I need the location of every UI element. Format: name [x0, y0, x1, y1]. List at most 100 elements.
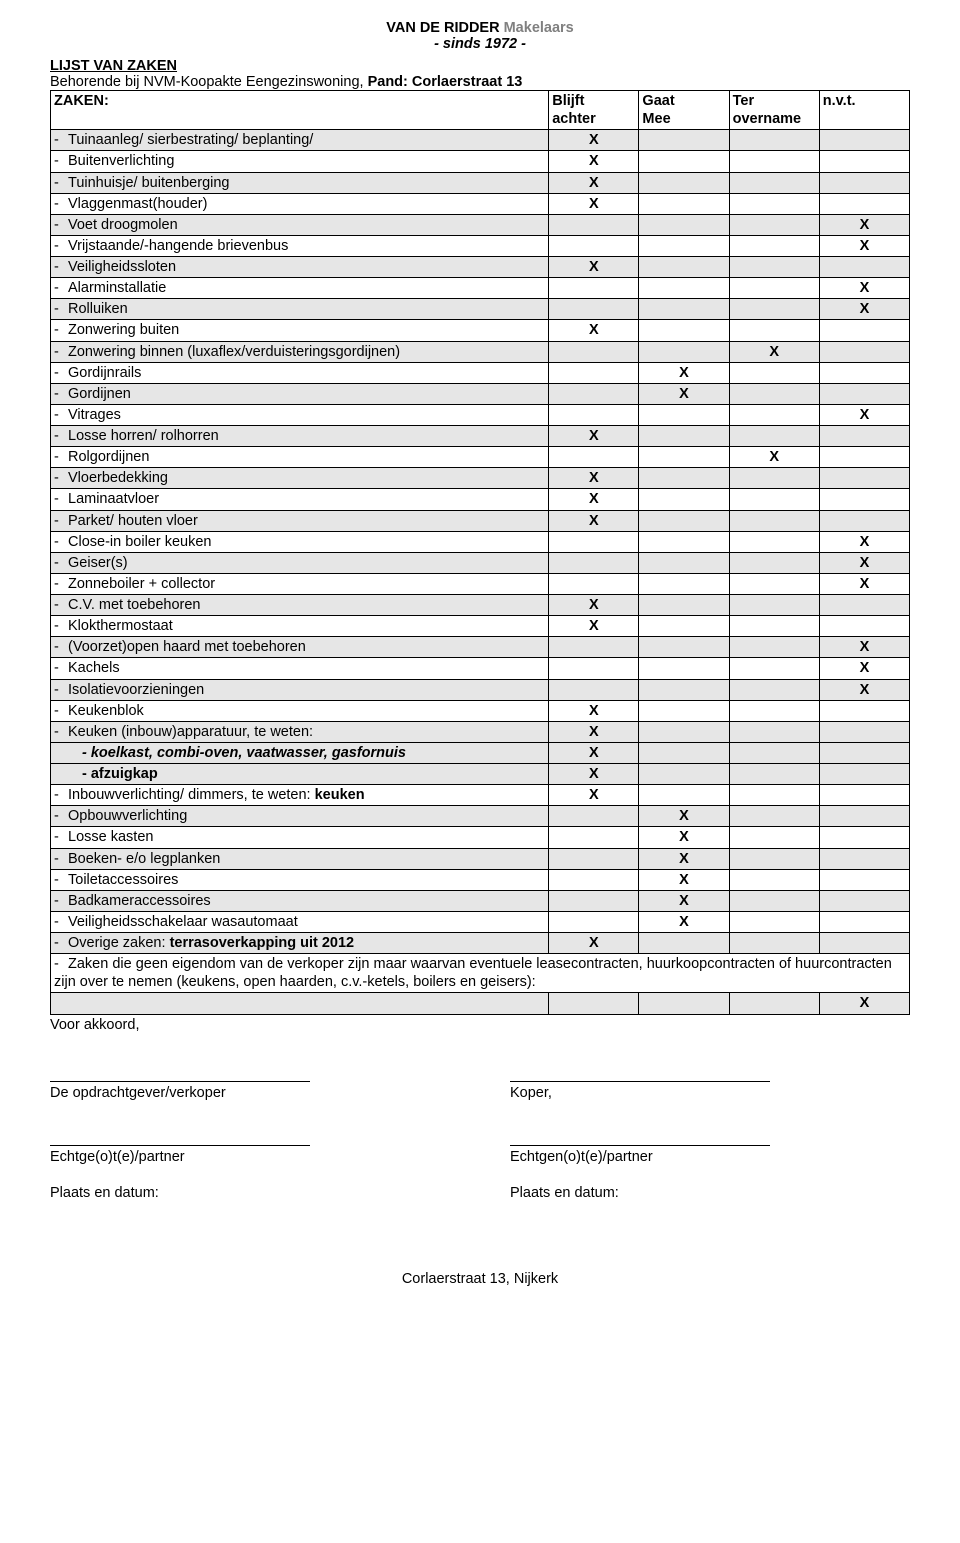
x-cell — [819, 341, 909, 362]
x-cell — [549, 848, 639, 869]
x-cell — [639, 993, 729, 1014]
table-row: - VitragesX — [51, 404, 910, 425]
x-cell — [639, 257, 729, 278]
x-cell — [729, 869, 819, 890]
zaken-table: ZAKEN: Blijftachter GaatMee Terovername … — [50, 90, 910, 1015]
row-label: - Vrijstaande/-hangende brievenbus — [51, 235, 549, 256]
x-cell — [819, 447, 909, 468]
x-cell — [549, 299, 639, 320]
table-row: - LaminaatvloerX — [51, 489, 910, 510]
x-cell: X — [549, 172, 639, 193]
row-label: - C.V. met toebehoren — [51, 595, 549, 616]
table-row: - Parket/ houten vloerX — [51, 510, 910, 531]
row-label: - Keuken (inbouw)apparatuur, te weten: — [51, 721, 549, 742]
x-cell — [729, 993, 819, 1014]
x-cell: X — [549, 257, 639, 278]
table-row: - RolgordijnenX — [51, 447, 910, 468]
sig-plaats-1: Plaats en datum: — [50, 1183, 450, 1201]
x-cell — [549, 447, 639, 468]
row-label: - Losse kasten — [51, 827, 549, 848]
company-prefix: VAN DE RIDDER — [386, 20, 499, 36]
x-cell: X — [549, 742, 639, 763]
head-col-3: n.v.t. — [819, 91, 909, 130]
x-cell: X — [639, 890, 729, 911]
table-row: - Zonwering binnen (luxaflex/verduisteri… — [51, 341, 910, 362]
x-cell — [729, 573, 819, 594]
x-cell — [639, 616, 729, 637]
x-cell — [729, 404, 819, 425]
x-cell — [639, 721, 729, 742]
row-label: - Voet droogmolen — [51, 214, 549, 235]
page-subtitle: Behorende bij NVM-Koopakte Eengezinswoni… — [50, 74, 910, 90]
x-cell: X — [639, 869, 729, 890]
table-row: - Vrijstaande/-hangende brievenbusX — [51, 235, 910, 256]
x-cell — [729, 806, 819, 827]
table-row: - (Voorzet)open haard met toebehorenX — [51, 637, 910, 658]
x-cell — [549, 573, 639, 594]
x-cell — [819, 764, 909, 785]
x-cell — [729, 848, 819, 869]
table-head-row: ZAKEN: Blijftachter GaatMee Terovername … — [51, 91, 910, 130]
row-label: - Buitenverlichting — [51, 151, 549, 172]
x-cell — [819, 933, 909, 954]
x-cell — [549, 214, 639, 235]
x-cell: X — [549, 320, 639, 341]
signature-section: De opdrachtgever/verkoper Koper, Echtge(… — [50, 1081, 910, 1201]
x-cell: X — [819, 658, 909, 679]
x-cell — [639, 468, 729, 489]
x-cell — [729, 235, 819, 256]
x-cell — [819, 890, 909, 911]
row-label: - Vitrages — [51, 404, 549, 425]
table-row: - BadkameraccessoiresX — [51, 890, 910, 911]
x-cell — [729, 911, 819, 932]
table-row: - C.V. met toebehorenX — [51, 595, 910, 616]
x-cell: X — [549, 489, 639, 510]
row-label: - Veiligheidssloten — [51, 257, 549, 278]
sig-echt2: Echtgen(o)t(e)/partner — [510, 1145, 910, 1165]
table-row: - Keuken (inbouw)apparatuur, te weten:X — [51, 721, 910, 742]
x-cell — [639, 742, 729, 763]
x-cell — [639, 447, 729, 468]
sig-line — [510, 1081, 770, 1083]
x-cell — [549, 890, 639, 911]
x-cell — [729, 721, 819, 742]
table-row: - GordijnrailsX — [51, 362, 910, 383]
x-cell — [729, 362, 819, 383]
x-cell: X — [549, 721, 639, 742]
sig-label-plaats-2: Plaats en datum: — [510, 1185, 910, 1201]
x-cell — [819, 489, 909, 510]
x-cell — [639, 573, 729, 594]
x-cell: X — [819, 299, 909, 320]
table-row: X — [51, 993, 910, 1014]
table-row: - Voet droogmolenX — [51, 214, 910, 235]
x-cell — [819, 193, 909, 214]
x-cell — [549, 911, 639, 932]
row-label: - (Voorzet)open haard met toebehoren — [51, 637, 549, 658]
x-cell — [729, 151, 819, 172]
x-cell — [819, 595, 909, 616]
x-cell — [729, 890, 819, 911]
x-cell — [729, 193, 819, 214]
x-cell: X — [639, 383, 729, 404]
x-cell — [549, 531, 639, 552]
head-col-1: GaatMee — [639, 91, 729, 130]
row-label: - Tuinhuisje/ buitenberging — [51, 172, 549, 193]
table-row: - RolluikenX — [51, 299, 910, 320]
x-cell — [729, 679, 819, 700]
x-cell — [639, 933, 729, 954]
row-label: - Parket/ houten vloer — [51, 510, 549, 531]
table-row: - KlokthermostaatX — [51, 616, 910, 637]
company-since: - sinds 1972 - — [434, 36, 526, 52]
x-cell — [729, 489, 819, 510]
x-cell — [819, 869, 909, 890]
x-cell: X — [819, 679, 909, 700]
x-cell — [729, 764, 819, 785]
x-cell — [639, 320, 729, 341]
x-cell — [819, 172, 909, 193]
row-label: - Gordijnen — [51, 383, 549, 404]
x-cell: X — [819, 993, 909, 1014]
table-row: - Vlaggenmast(houder)X — [51, 193, 910, 214]
x-cell — [639, 785, 729, 806]
x-cell — [729, 616, 819, 637]
row-label: - Laminaatvloer — [51, 489, 549, 510]
